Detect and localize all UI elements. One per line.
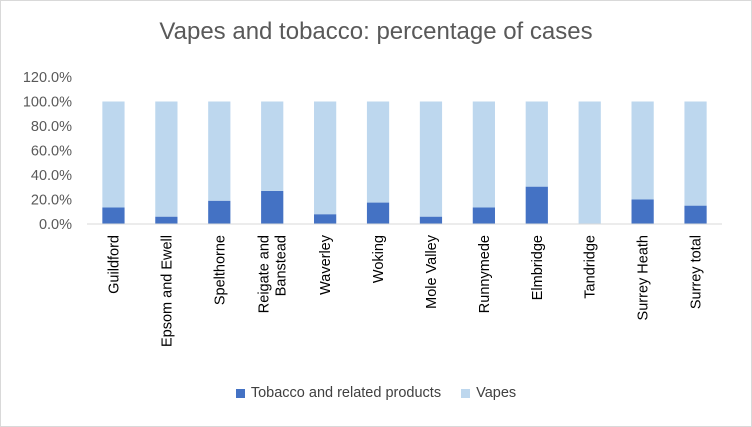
y-tick-label: 0.0% — [39, 217, 72, 233]
bar-segment-tobacco — [102, 207, 125, 224]
x-axis-labels: Guildford Epsom and Ewell Spelthorne Reigat… — [106, 234, 704, 347]
bar-segment-tobacco — [208, 200, 231, 224]
legend-swatch-vapes — [461, 388, 471, 398]
x-category-label: Reigate andBanstead — [257, 235, 290, 313]
x-category-label: Mole Valley — [424, 234, 440, 309]
legend: Tobacco and related products Vapes — [0, 385, 752, 401]
bar-segment-vapes — [261, 101, 284, 191]
x-category-label: Woking — [371, 235, 387, 283]
x-category-label: Surrey Heath — [636, 235, 652, 320]
chart-title: Vapes and tobacco: percentage of cases — [159, 18, 593, 45]
bar-segment-vapes — [419, 101, 443, 217]
y-tick-label: 120.0% — [23, 70, 72, 86]
bar-segment-vapes — [155, 101, 178, 217]
bar-segment-tobacco — [525, 186, 548, 224]
bar-segment-vapes — [208, 101, 231, 201]
bar-segment-vapes — [366, 101, 390, 203]
bar-segment-vapes — [472, 101, 495, 208]
legend-label-tobacco: Tobacco and related products — [250, 385, 442, 401]
bar-segment-tobacco — [631, 199, 654, 224]
x-category-label: Runnymede — [477, 235, 493, 313]
bar-segment-vapes — [102, 101, 125, 208]
x-category-label: Spelthorne — [212, 235, 228, 305]
legend-label-vapes: Vapes — [476, 385, 517, 401]
y-tick-label: 80.0% — [31, 119, 72, 135]
legend-item-vapes: Vapes — [461, 385, 516, 401]
x-category-label: Elmbridge — [530, 235, 546, 300]
y-axis-ticks: 0.0% 20.0% 40.0% 60.0% 80.0% 100.0% 120.0% — [23, 70, 72, 233]
x-category-label: Guildford — [106, 235, 122, 294]
bars — [102, 101, 707, 224]
bar-segment-vapes — [525, 101, 548, 187]
legend-item-tobacco: Tobacco and related products — [235, 385, 442, 401]
x-category-label: Epsom and Ewell — [159, 235, 175, 347]
bar-segment-tobacco — [472, 207, 495, 224]
y-tick-label: 100.0% — [23, 95, 72, 111]
bar-segment-vapes — [578, 101, 601, 224]
bar-segment-tobacco — [684, 205, 707, 224]
x-category-label: Waverley — [318, 234, 334, 295]
bar-segment-tobacco — [419, 216, 443, 224]
bar-segment-vapes — [684, 101, 707, 206]
bar-segment-vapes — [314, 101, 337, 215]
x-category-label: Surrey total — [689, 235, 705, 309]
x-category-label: Tandridge — [583, 235, 599, 299]
bar-segment-vapes — [631, 101, 654, 200]
bar-segment-tobacco — [366, 202, 390, 224]
bar-segment-tobacco — [261, 190, 284, 224]
y-tick-label: 20.0% — [31, 193, 72, 209]
y-tick-label: 60.0% — [31, 144, 72, 160]
legend-swatch-tobacco — [235, 388, 245, 398]
y-tick-label: 40.0% — [31, 168, 72, 184]
bar-segment-tobacco — [155, 216, 178, 224]
bar-segment-tobacco — [314, 214, 337, 224]
